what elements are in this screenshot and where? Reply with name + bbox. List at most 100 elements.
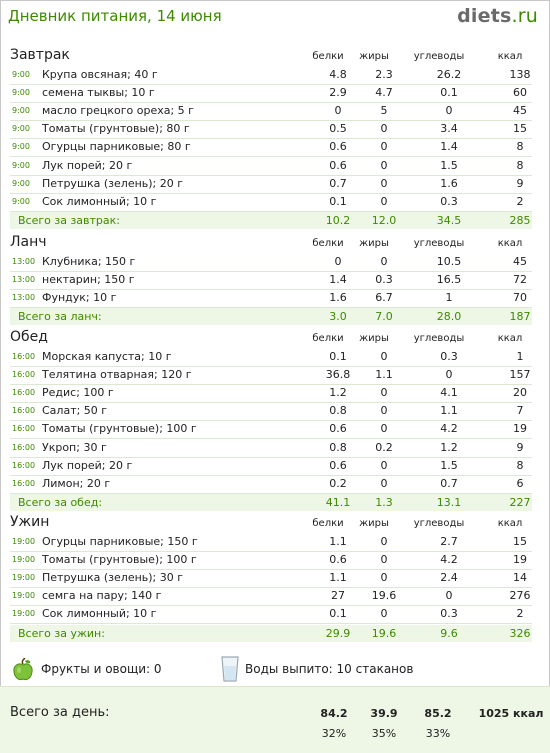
section-title: Завтрак <box>10 47 70 63</box>
food-fat: 0 <box>380 534 388 548</box>
food-fat: 6.7 <box>375 290 393 304</box>
food-carbs: 1.5 <box>440 458 458 472</box>
food-name: Укроп; 30 г <box>42 440 107 454</box>
total-fat: 12.0 <box>371 214 397 228</box>
meal-time: 13:00 <box>12 256 36 266</box>
food-row[interactable]: 13:00 Клубника; 150 г 0 0 10.5 45 <box>10 253 532 272</box>
food-protein: 0.6 <box>329 458 347 472</box>
food-kcal: 8 <box>516 458 524 472</box>
total-carbs: 34.5 <box>436 214 462 228</box>
food-fat: 0 <box>380 570 388 584</box>
food-carbs: 0.1 <box>440 85 458 99</box>
food-name: масло грецкого ореха; 5 г <box>42 103 194 117</box>
food-carbs: 4.1 <box>440 385 458 399</box>
food-fat: 0.3 <box>375 272 393 286</box>
food-fat: 19.6 <box>371 589 397 603</box>
total-carbs: 28.0 <box>436 310 462 324</box>
food-kcal: 15 <box>513 534 527 548</box>
food-row[interactable]: 9:00 Лук порей; 20 г 0.6 0 1.5 8 <box>10 157 532 176</box>
meal-time: 9:00 <box>12 69 30 79</box>
section-title: Ужин <box>10 514 50 530</box>
food-fat: 2.3 <box>375 67 393 81</box>
food-protein: 0 <box>334 254 342 268</box>
food-name: семена тыквы; 10 г <box>42 85 155 99</box>
food-name: Сок лимонный; 10 г <box>42 607 157 621</box>
food-row[interactable]: 16:00 Салат; 50 г 0.8 0 1.1 7 <box>10 402 532 422</box>
food-row[interactable]: 9:00 Крупа овсяная; 40 г 4.8 2.3 26.2 138 <box>10 66 532 85</box>
food-kcal: 45 <box>513 254 527 268</box>
food-row[interactable]: 19:00 Томаты (грунтовые); 100 г 0.6 0 4.2 19 <box>10 551 532 570</box>
food-kcal: 8 <box>516 140 524 154</box>
food-row[interactable]: 19:00 Сок лимонный; 10 г 0.1 0 0.3 2 <box>10 605 532 625</box>
meal-time: 16:00 <box>12 387 36 397</box>
food-carbs: 2.4 <box>440 570 458 584</box>
food-row[interactable]: 13:00 Фундук; 10 г 1.6 6.7 1 70 <box>10 289 532 308</box>
meal-time: 19:00 <box>12 572 36 582</box>
col-head-carbs: углеводы <box>413 51 465 62</box>
food-row[interactable]: 9:00 масло грецкого ореха; 5 г 0 5 0 45 <box>10 102 532 121</box>
food-row[interactable]: 9:00 Петрушка (зелень); 20 г 0.7 0 1.6 9 <box>10 175 532 194</box>
food-row[interactable]: 16:00 Редис; 100 г 1.2 0 4.1 20 <box>10 384 532 403</box>
meal-time: 16:00 <box>12 442 36 452</box>
day-fat-pct: 35% <box>371 727 397 740</box>
food-protein: 0.6 <box>329 140 347 154</box>
food-protein: 0.8 <box>329 404 347 418</box>
food-fat: 0 <box>380 422 388 436</box>
meal-time: 9:00 <box>12 105 30 115</box>
food-protein: 4.8 <box>329 67 347 81</box>
meal-time: 16:00 <box>12 351 36 361</box>
section-header: Ужин белки жиры углеводы ккал <box>0 513 550 531</box>
food-fat: 0 <box>380 349 388 363</box>
food-protein: 0.8 <box>329 440 347 454</box>
food-kcal: 138 <box>509 67 531 81</box>
col-head-kcal: ккал <box>497 51 523 62</box>
food-row[interactable]: 16:00 Укроп; 30 г 0.8 0.2 1.2 9 <box>10 439 532 458</box>
food-row[interactable]: 13:00 нектарин; 150 г 1.4 0.3 16.5 72 <box>10 271 532 290</box>
total-fat: 19.6 <box>371 626 397 640</box>
food-fat: 0 <box>380 158 388 172</box>
food-protein: 0.7 <box>329 176 347 190</box>
food-fat: 0 <box>380 176 388 190</box>
food-carbs: 1.4 <box>440 140 458 154</box>
meal-time: 16:00 <box>12 424 36 434</box>
food-carbs: 1.5 <box>440 158 458 172</box>
food-protein: 0.6 <box>329 158 347 172</box>
food-row[interactable]: 16:00 Томаты (грунтовые); 100 г 0.6 0 4.2 19 <box>10 420 532 440</box>
food-name: Фундук; 10 г <box>42 290 117 304</box>
total-protein: 29.9 <box>325 626 351 640</box>
meal-time: 16:00 <box>12 460 36 470</box>
food-kcal: 276 <box>509 589 531 603</box>
extras-bar: Фрукты и овощи: 0 Воды выпито: 10 стакан… <box>0 654 550 684</box>
logo-main: diets <box>457 5 512 27</box>
section-header: Ланч белки жиры углеводы ккал <box>0 233 550 251</box>
food-row[interactable]: 9:00 семена тыквы; 10 г 2.9 4.7 0.1 60 <box>10 84 532 103</box>
site-logo[interactable]: diets.ru <box>457 5 538 27</box>
food-fat: 0 <box>380 458 388 472</box>
food-kcal: 14 <box>513 570 527 584</box>
food-protein: 1.1 <box>329 570 347 584</box>
food-row[interactable]: 9:00 Томаты (грунтовые); 80 г 0.5 0 3.4 15 <box>10 120 532 140</box>
food-row[interactable]: 9:00 Сок лимонный; 10 г 0.1 0 0.3 2 <box>10 193 532 212</box>
food-kcal: 70 <box>513 290 527 304</box>
food-row[interactable]: 9:00 Огурцы парниковые; 80 г 0.6 0 1.4 8 <box>10 138 532 158</box>
food-kcal: 19 <box>513 552 527 566</box>
col-head-fat: жиры <box>359 238 389 249</box>
food-fat: 0 <box>380 194 388 208</box>
total-kcal: 326 <box>509 626 531 640</box>
food-name: нектарин; 150 г <box>42 272 135 286</box>
food-row[interactable]: 16:00 Морская капуста; 10 г 0.1 0 0.3 1 <box>10 348 532 367</box>
food-row[interactable]: 16:00 Лимон; 20 г 0.2 0 0.7 6 <box>10 475 532 494</box>
food-row[interactable]: 19:00 Огурцы парниковые; 150 г 1.1 0 2.7 15 <box>10 533 532 552</box>
food-row[interactable]: 16:00 Телятина отварная; 120 г 36.8 1.1 0 157 <box>10 366 532 385</box>
food-protein: 0.1 <box>329 349 347 363</box>
food-row[interactable]: 19:00 Петрушка (зелень); 30 г 1.1 0 2.4 14 <box>10 569 532 588</box>
col-head-fat: жиры <box>359 51 389 62</box>
food-protein: 1.6 <box>329 290 347 304</box>
meal-time: 19:00 <box>12 536 36 546</box>
food-protein: 0.1 <box>329 607 347 621</box>
col-head-carbs: углеводы <box>413 238 465 249</box>
food-name: Лук порей; 20 г <box>42 158 133 172</box>
food-row[interactable]: 19:00 семга на пару; 140 г 27 19.6 0 276 <box>10 587 532 607</box>
total-protein: 41.1 <box>325 496 351 510</box>
food-row[interactable]: 16:00 Лук порей; 20 г 0.6 0 1.5 8 <box>10 457 532 476</box>
